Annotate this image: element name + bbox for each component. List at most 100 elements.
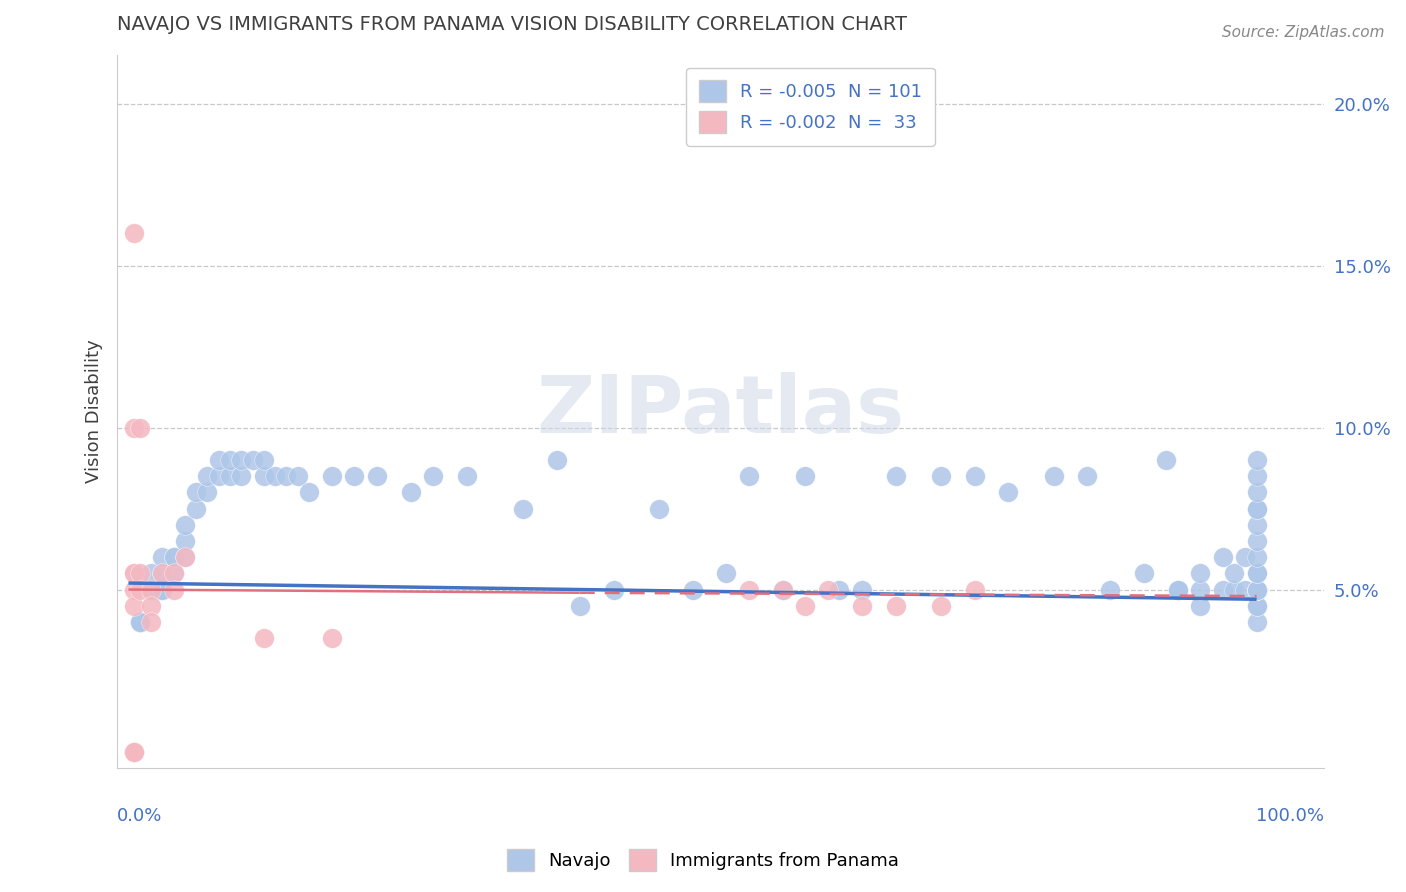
Point xyxy=(231,469,253,483)
Point xyxy=(1246,582,1268,597)
Point xyxy=(139,566,162,581)
Text: NAVAJO VS IMMIGRANTS FROM PANAMA VISION DISABILITY CORRELATION CHART: NAVAJO VS IMMIGRANTS FROM PANAMA VISION … xyxy=(117,15,907,34)
Point xyxy=(1132,566,1154,581)
Point xyxy=(1076,469,1098,483)
Point xyxy=(1246,501,1268,516)
Point xyxy=(1167,582,1189,597)
Point xyxy=(1246,582,1268,597)
Point xyxy=(122,226,145,240)
Point xyxy=(122,744,145,758)
Point xyxy=(150,566,173,581)
Point xyxy=(128,615,150,629)
Point xyxy=(173,550,195,565)
Point xyxy=(122,744,145,758)
Point xyxy=(173,533,195,548)
Point xyxy=(851,599,873,613)
Point xyxy=(242,453,264,467)
Point xyxy=(1246,566,1268,581)
Point xyxy=(1246,485,1268,500)
Point xyxy=(128,566,150,581)
Point xyxy=(1246,615,1268,629)
Point xyxy=(399,485,422,500)
Point xyxy=(253,469,276,483)
Point xyxy=(828,582,851,597)
Point xyxy=(602,582,624,597)
Point xyxy=(1167,582,1189,597)
Point xyxy=(1246,582,1268,597)
Point xyxy=(122,582,145,597)
Point xyxy=(1246,599,1268,613)
Point xyxy=(128,615,150,629)
Point xyxy=(794,599,817,613)
Point xyxy=(1234,582,1257,597)
Point xyxy=(128,615,150,629)
Point xyxy=(122,744,145,758)
Point xyxy=(122,566,145,581)
Point xyxy=(817,582,839,597)
Point xyxy=(128,615,150,629)
Point xyxy=(1246,582,1268,597)
Point xyxy=(1246,469,1268,483)
Point xyxy=(139,615,162,629)
Point xyxy=(150,566,173,581)
Point xyxy=(963,582,986,597)
Point xyxy=(343,469,366,483)
Point xyxy=(139,582,162,597)
Point xyxy=(128,615,150,629)
Point xyxy=(1212,582,1234,597)
Point xyxy=(321,631,343,645)
Point xyxy=(128,615,150,629)
Point xyxy=(128,615,150,629)
Point xyxy=(568,599,591,613)
Point xyxy=(963,469,986,483)
Point xyxy=(738,582,761,597)
Point xyxy=(162,566,184,581)
Point xyxy=(122,744,145,758)
Point xyxy=(139,582,162,597)
Point xyxy=(884,469,907,483)
Point xyxy=(1223,582,1246,597)
Point xyxy=(253,453,276,467)
Point xyxy=(366,469,388,483)
Text: ZIPatlas: ZIPatlas xyxy=(537,372,905,450)
Point xyxy=(1189,599,1212,613)
Point xyxy=(1189,566,1212,581)
Point xyxy=(162,550,184,565)
Point xyxy=(276,469,298,483)
Point xyxy=(1246,582,1268,597)
Point xyxy=(1246,550,1268,565)
Point xyxy=(1167,582,1189,597)
Point xyxy=(772,582,794,597)
Point xyxy=(1246,517,1268,532)
Point xyxy=(1246,533,1268,548)
Point xyxy=(738,469,761,483)
Point xyxy=(139,582,162,597)
Point xyxy=(150,550,173,565)
Point xyxy=(122,744,145,758)
Point xyxy=(1234,550,1257,565)
Point xyxy=(197,469,219,483)
Point xyxy=(186,485,208,500)
Point xyxy=(1246,582,1268,597)
Point xyxy=(1212,550,1234,565)
Point xyxy=(139,582,162,597)
Point xyxy=(1246,599,1268,613)
Point xyxy=(298,485,321,500)
Point xyxy=(150,582,173,597)
Point xyxy=(128,615,150,629)
Point xyxy=(1189,582,1212,597)
Point xyxy=(122,599,145,613)
Y-axis label: Vision Disability: Vision Disability xyxy=(86,340,103,483)
Point xyxy=(122,566,145,581)
Point xyxy=(208,453,231,467)
Point xyxy=(122,420,145,434)
Point xyxy=(139,582,162,597)
Legend: R = -0.005  N = 101, R = -0.002  N =  33: R = -0.005 N = 101, R = -0.002 N = 33 xyxy=(686,68,935,146)
Point xyxy=(139,582,162,597)
Point xyxy=(772,582,794,597)
Point xyxy=(1098,582,1121,597)
Text: 0.0%: 0.0% xyxy=(117,807,163,825)
Point xyxy=(512,501,534,516)
Point xyxy=(1246,566,1268,581)
Point xyxy=(1246,453,1268,467)
